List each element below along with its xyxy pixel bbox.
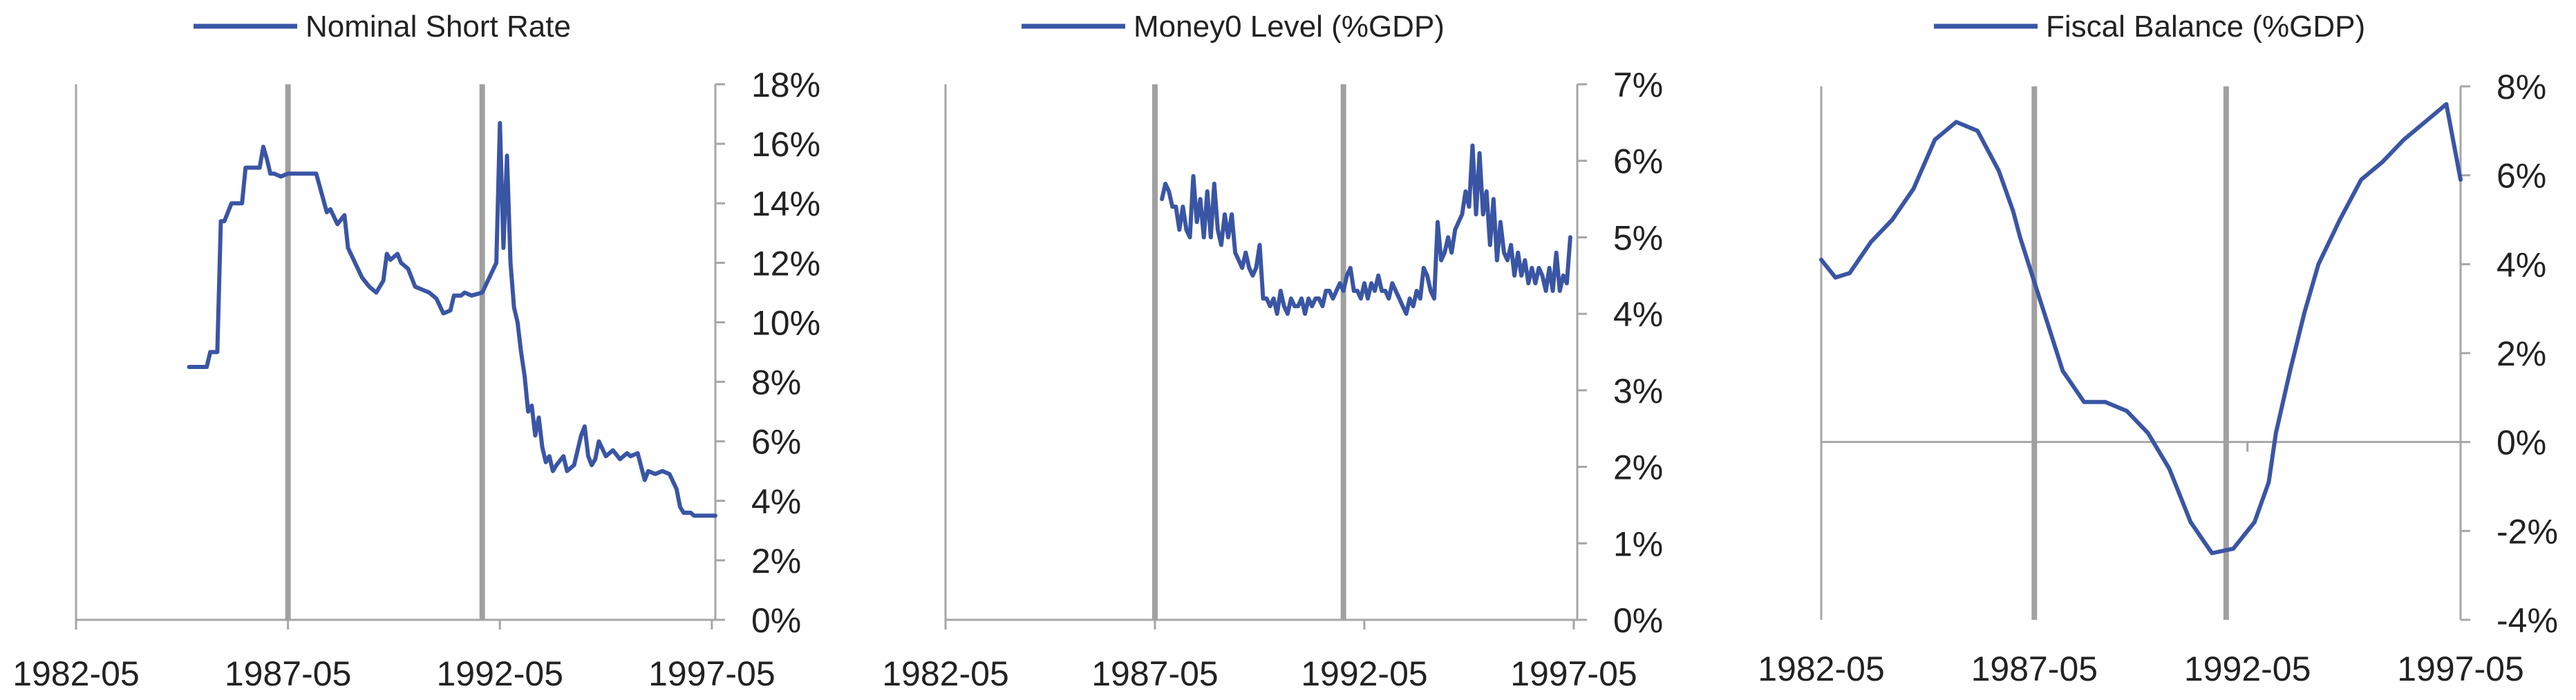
y-tick-label: 7% xyxy=(1613,66,1663,104)
series-line xyxy=(187,121,717,518)
chart-panel-3: -4% -2% 0% 2% 4% 6% 8% 1982-05 1987-05 1992-05 199… xyxy=(1758,10,2558,688)
y-tick-label: 2% xyxy=(751,542,801,580)
x-tick-label: 1982-05 xyxy=(1758,650,1885,688)
series-line xyxy=(1160,143,1572,316)
legend-label: Fiscal Balance (%GDP) xyxy=(2046,10,2365,44)
x-tick-label: 1987-05 xyxy=(1971,650,2098,688)
y-tick-label: -4% xyxy=(2497,601,2558,640)
x-tick-label: 1997-05 xyxy=(1510,654,1637,693)
series-line xyxy=(1819,102,2463,556)
x-tick-label: 1997-05 xyxy=(648,654,775,693)
y-tick-label: 0% xyxy=(1613,601,1663,640)
legend-label: Nominal Short Rate xyxy=(305,10,571,44)
y-tick-label: 0% xyxy=(751,601,801,640)
y-tick-label: 0% xyxy=(2497,424,2546,462)
y-tick-label: 6% xyxy=(1613,142,1663,181)
y-tick-label: 3% xyxy=(1613,372,1663,410)
y-tick-label: 2% xyxy=(1613,448,1663,487)
y-tick-label: -2% xyxy=(2497,512,2558,551)
y-tick-label: 6% xyxy=(751,423,801,462)
x-tick-label: 1992-05 xyxy=(2184,650,2311,688)
x-tick-label: 1992-05 xyxy=(1301,654,1428,693)
x-tick-label: 1987-05 xyxy=(1091,654,1219,693)
y-tick-label: 1% xyxy=(1613,524,1663,563)
y-tick-label: 18% xyxy=(751,66,820,104)
chart-panel-1: 0% 2% 4% 6% 8% 10% 12% 14% 16% 18% 1982-05 1987-05 1… xyxy=(12,10,820,693)
y-tick-label: 4% xyxy=(751,482,801,521)
y-tick-label: 16% xyxy=(751,125,820,164)
y-tick-label: 6% xyxy=(2497,157,2546,196)
x-tick-label: 1982-05 xyxy=(882,654,1009,693)
x-tick-label: 1992-05 xyxy=(437,654,564,693)
x-tick-label: 1982-05 xyxy=(12,654,140,693)
x-tick-label: 1997-05 xyxy=(2397,650,2524,688)
x-tick-label: 1987-05 xyxy=(225,654,352,693)
y-tick-label: 2% xyxy=(2497,334,2546,373)
y-tick-label: 5% xyxy=(1613,218,1663,257)
legend-label: Money0 Level (%GDP) xyxy=(1134,10,1445,44)
y-tick-label: 4% xyxy=(2497,245,2546,284)
y-tick-label: 8% xyxy=(751,363,801,402)
y-tick-label: 14% xyxy=(751,185,820,223)
y-tick-label: 10% xyxy=(751,303,820,342)
y-tick-label: 4% xyxy=(1613,295,1663,334)
chart-panel-2: 0% 1% 2% 3% 4% 5% 6% 7% 1982-05 1987-05 1992-05 199… xyxy=(882,10,1663,693)
y-tick-label: 12% xyxy=(751,244,820,283)
y-tick-label: 8% xyxy=(2497,68,2546,106)
